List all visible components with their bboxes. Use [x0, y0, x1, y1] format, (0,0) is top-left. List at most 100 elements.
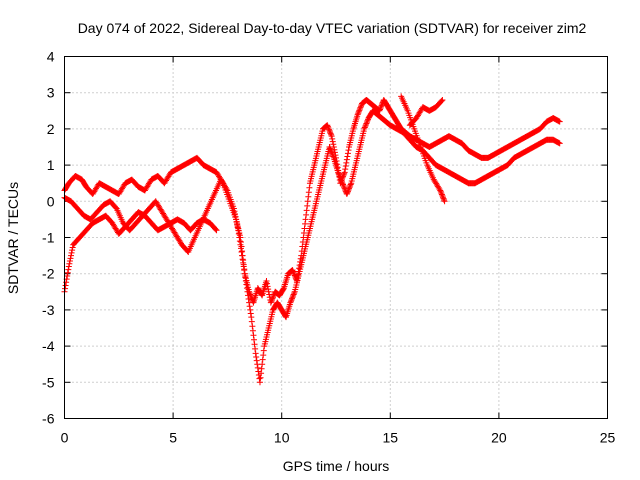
- data-point: [335, 169, 342, 176]
- data-point: [302, 216, 309, 223]
- data-point: [342, 163, 349, 170]
- data-point: [268, 296, 275, 303]
- x-tick-label: 15: [383, 430, 399, 446]
- data-point: [242, 277, 249, 284]
- data-point: [325, 126, 332, 133]
- data-point: [259, 356, 266, 363]
- y-tick-label: -5: [42, 374, 55, 390]
- data-point: [243, 285, 250, 292]
- data-point: [289, 294, 296, 301]
- data-point: [337, 174, 344, 181]
- data-point: [336, 173, 343, 180]
- data-point: [237, 241, 244, 248]
- data-point: [345, 147, 352, 154]
- data-point: [64, 269, 71, 276]
- data-point: [213, 227, 220, 234]
- data-point: [264, 283, 271, 290]
- data-point: [441, 196, 448, 203]
- data-point: [250, 332, 257, 339]
- data-point: [223, 186, 230, 193]
- data-point: [234, 221, 241, 228]
- data-point: [342, 166, 349, 173]
- data-point: [356, 107, 363, 114]
- data-point: [361, 124, 368, 131]
- data-point: [439, 194, 446, 201]
- data-point: [236, 238, 243, 245]
- y-tick-labels: 4 3 2 1 0 -1 -2 -3 -4 -5 -6: [42, 49, 55, 427]
- y-tick-label: -2: [42, 266, 55, 282]
- data-point: [438, 97, 445, 104]
- data-point: [240, 259, 247, 266]
- data-point: [438, 190, 445, 197]
- x-tick-label: 0: [61, 430, 69, 446]
- x-tick-labels: 0 5 10 15 20 25: [61, 430, 616, 446]
- data-point: [306, 184, 313, 191]
- data-point: [252, 345, 259, 352]
- data-point: [290, 292, 297, 299]
- data-point: [212, 226, 219, 233]
- data-point: [378, 102, 385, 109]
- data-point: [355, 110, 362, 117]
- data-point: [236, 234, 243, 241]
- data-point: [65, 266, 72, 273]
- data-point: [253, 357, 260, 364]
- data-point: [270, 294, 277, 301]
- data-point: [378, 103, 385, 110]
- data-point: [269, 295, 276, 302]
- y-tick-label: -4: [42, 338, 55, 354]
- y-tick-label: -3: [42, 302, 55, 318]
- data-point: [265, 288, 272, 295]
- data-point: [248, 314, 255, 321]
- data-point: [341, 170, 348, 177]
- data-point: [264, 280, 271, 287]
- data-point: [340, 181, 347, 188]
- data-point: [247, 310, 254, 317]
- data-point: [260, 352, 267, 359]
- data-point: [328, 131, 335, 138]
- data-point: [251, 341, 258, 348]
- data-point: [303, 211, 310, 218]
- x-axis-label: GPS time / hours: [283, 458, 390, 474]
- data-point: [437, 188, 444, 195]
- data-point: [245, 292, 252, 299]
- data-point: [346, 185, 353, 192]
- data-point: [270, 292, 277, 299]
- data-point: [237, 239, 244, 246]
- data-point: [376, 106, 383, 113]
- data-point: [347, 182, 354, 189]
- data-point: [343, 159, 350, 166]
- data-point: [324, 123, 331, 130]
- data-point: [233, 216, 240, 223]
- data-point: [343, 156, 350, 163]
- data-point: [345, 186, 352, 193]
- series-2: [61, 107, 563, 386]
- y-tick-label: -1: [42, 230, 55, 246]
- data-point: [344, 150, 351, 157]
- data-point: [232, 213, 239, 220]
- data-point: [247, 306, 254, 313]
- data-point: [290, 291, 297, 298]
- data-point: [291, 290, 298, 297]
- data-point: [363, 120, 370, 127]
- data-point: [362, 123, 369, 130]
- data-point: [337, 176, 344, 183]
- data-point: [68, 249, 75, 256]
- data-point: [325, 124, 332, 131]
- data-point: [356, 105, 363, 112]
- data-point: [69, 247, 76, 254]
- data-point: [328, 148, 335, 155]
- data-point: [556, 118, 563, 125]
- data-point: [438, 191, 445, 198]
- y-tick-label: 0: [47, 193, 55, 209]
- data-point: [249, 323, 256, 330]
- data-point: [329, 150, 336, 157]
- data-point: [326, 144, 333, 150]
- data-point: [287, 298, 294, 305]
- data-point: [234, 224, 241, 231]
- data-point: [256, 379, 263, 386]
- data-point: [289, 295, 296, 302]
- data-point: [241, 267, 248, 274]
- x-tick-label: 5: [169, 430, 177, 446]
- data-point: [268, 298, 275, 305]
